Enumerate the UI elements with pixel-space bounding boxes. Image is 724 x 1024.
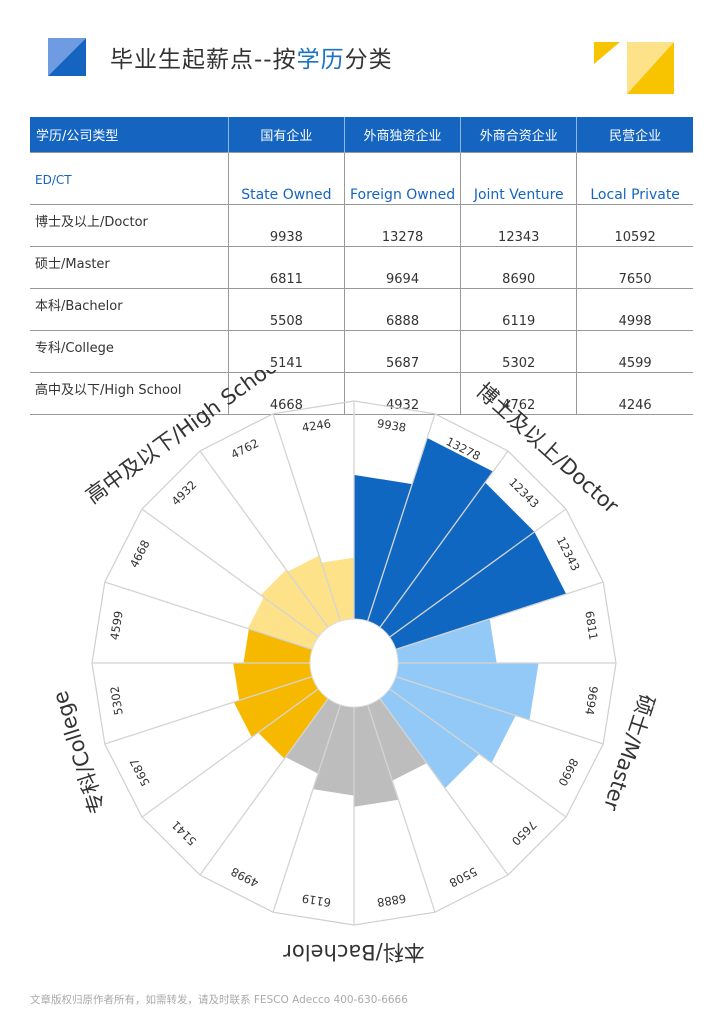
chart-data-label: 5302 <box>107 685 125 716</box>
chart-data-label: 5508 <box>447 864 479 890</box>
table-cell: 9938 <box>227 204 345 247</box>
chart-spoke <box>366 704 436 913</box>
chart-spoke <box>395 581 604 651</box>
chart-spoke <box>389 688 567 818</box>
table-cell: 13278 <box>343 204 461 247</box>
table-cell: 5687 <box>343 330 461 373</box>
chart-spoke <box>272 413 342 622</box>
chart-data-label: 4932 <box>169 478 200 509</box>
table-cell: 5302 <box>460 330 577 373</box>
footer-copyright: 文章版权归原作者所有，如需转发，请及时联系 FESCO Adecco 400-6… <box>30 994 408 1006</box>
chart-data-label: 9938 <box>376 416 407 434</box>
table-corner-header-en: ED/CT <box>30 152 229 205</box>
chart-spoke <box>379 450 509 628</box>
table-row: 本科/Bachelor 5508 6888 6119 4998 <box>30 288 693 331</box>
chart-data-label: 4762 <box>229 436 261 462</box>
chart-spoke <box>199 698 329 876</box>
chart-data-label: 8690 <box>555 756 581 788</box>
chart-data-label: 6811 <box>582 610 600 641</box>
table-cell: 10592 <box>576 204 693 247</box>
row-label: 博士及以上/Doctor <box>30 204 229 247</box>
chart-data-label: 6888 <box>376 891 407 909</box>
table-corner-header: 学历/公司类型 <box>30 117 229 153</box>
table-row: 博士及以上/Doctor 9938 13278 12343 10592 <box>30 204 693 247</box>
table-header-row: 学历/公司类型 国有企业 外商独资企业 外商合资企业 民营企业 <box>30 117 693 153</box>
column-header-en: Local Private <box>576 152 693 205</box>
logo-right-icon <box>594 42 674 94</box>
table-cell: 4246 <box>576 372 693 415</box>
column-header: 国有企业 <box>227 117 345 153</box>
table-cell: 6888 <box>343 288 461 331</box>
chart-group-label: 硕士/Master <box>599 691 659 814</box>
chart-spoke <box>272 704 342 913</box>
table-row: 高中及以下/High School 4668 4932 4762 4246 <box>30 372 693 415</box>
chart-data-label: 12343 <box>506 475 542 511</box>
row-label: 硕士/Master <box>30 246 229 289</box>
chart-spoke <box>199 450 329 628</box>
row-label: 高中及以下/High School <box>30 372 229 415</box>
chart-data-label: 4599 <box>107 610 125 641</box>
table-cell: 6119 <box>460 288 577 331</box>
column-header: 民营企业 <box>576 117 693 153</box>
column-header-en: Joint Venture <box>460 152 577 205</box>
chart-spoke <box>379 698 509 876</box>
table-cell: 6811 <box>227 246 345 289</box>
chart-data-label: 9694 <box>582 685 600 716</box>
table-english-header-row: ED/CT State Owned Foreign Owned Joint Ve… <box>30 152 693 205</box>
chart-spoke <box>366 413 436 622</box>
chart-spoke <box>104 581 313 651</box>
chart-center-hole <box>309 618 399 708</box>
chart-data-label: 5687 <box>127 756 153 788</box>
chart-data-label: 4246 <box>301 416 332 434</box>
column-header-en: State Owned <box>227 152 345 205</box>
column-header-en: Foreign Owned <box>343 152 461 205</box>
table-cell: 4668 <box>227 372 345 415</box>
row-label: 专科/College <box>30 330 229 373</box>
row-label: 本科/Bachelor <box>30 288 229 331</box>
chart-data-label: 12343 <box>554 534 583 573</box>
salary-table: 学历/公司类型 国有企业 外商独资企业 外商合资企业 民营企业 ED/CT St… <box>30 117 693 415</box>
table-cell: 5508 <box>227 288 345 331</box>
chart-spoke <box>104 675 313 745</box>
column-header: 外商独资企业 <box>343 117 461 153</box>
chart-group-label: 专科/College <box>48 688 110 817</box>
table-cell: 4762 <box>460 372 577 415</box>
table-cell: 8690 <box>460 246 577 289</box>
chart-spoke <box>395 675 604 745</box>
chart-group-label: 本科/Bachelor <box>283 940 425 964</box>
chart-spoke <box>141 508 319 638</box>
table-cell: 4932 <box>343 372 461 415</box>
table-cell: 12343 <box>460 204 577 247</box>
logo-left-icon <box>48 38 86 76</box>
table-cell: 5141 <box>227 330 345 373</box>
table-cell: 4998 <box>576 288 693 331</box>
table-cell: 9694 <box>343 246 461 289</box>
chart-data-label: 4998 <box>229 864 261 890</box>
page-title: 毕业生起薪点--按学历分类 <box>110 47 393 73</box>
table-cell: 4599 <box>576 330 693 373</box>
chart-data-label: 6119 <box>301 891 332 909</box>
column-header: 外商合资企业 <box>460 117 577 153</box>
polar-bar-chart: 9938132781234312343681196948690765055086… <box>48 370 659 964</box>
chart-data-label: 5141 <box>169 818 200 849</box>
chart-spoke <box>389 508 567 638</box>
table-cell: 7650 <box>576 246 693 289</box>
chart-data-label: 4668 <box>127 538 153 570</box>
table-row: 专科/College 5141 5687 5302 4599 <box>30 330 693 373</box>
chart-data-label: 7650 <box>509 818 540 849</box>
chart-spoke <box>141 688 319 818</box>
table-row: 硕士/Master 6811 9694 8690 7650 <box>30 246 693 289</box>
